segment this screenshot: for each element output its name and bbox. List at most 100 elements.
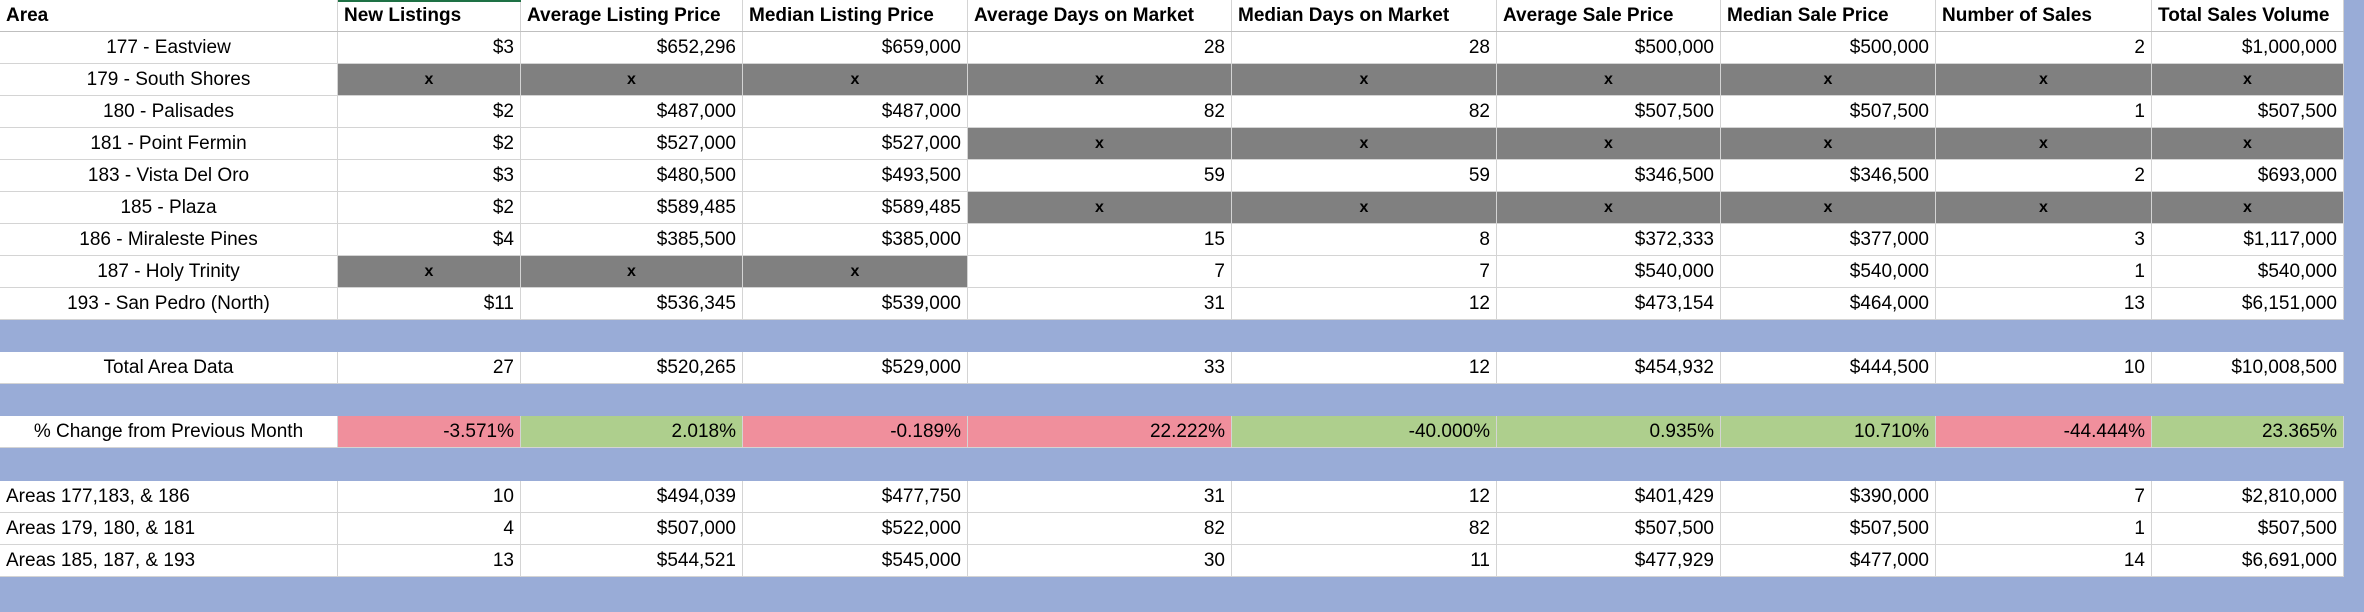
no-data-cell[interactable]: x [968, 64, 1232, 96]
column-header[interactable]: Median Sale Price [1721, 0, 1936, 32]
area-name-cell[interactable]: 186 - Miraleste Pines [0, 224, 338, 256]
value-cell[interactable]: 3 [1936, 224, 2152, 256]
value-cell[interactable]: $2 [338, 128, 521, 160]
area-name-cell[interactable]: 181 - Point Fermin [0, 128, 338, 160]
no-data-cell[interactable]: x [2152, 192, 2344, 224]
value-cell[interactable]: $464,000 [1721, 288, 1936, 320]
total-label-cell[interactable]: Total Area Data [0, 352, 338, 384]
value-cell[interactable]: $500,000 [1721, 32, 1936, 64]
group-value-cell[interactable]: $2,810,000 [2152, 481, 2344, 513]
value-cell[interactable]: $6,151,000 [2152, 288, 2344, 320]
group-value-cell[interactable]: $545,000 [743, 545, 968, 577]
value-cell[interactable]: $480,500 [521, 160, 743, 192]
value-cell[interactable]: 15 [968, 224, 1232, 256]
column-header[interactable]: Median Days on Market [1232, 0, 1497, 32]
value-cell[interactable]: $473,154 [1497, 288, 1721, 320]
value-cell[interactable]: $487,000 [521, 96, 743, 128]
value-cell[interactable]: $507,500 [1497, 96, 1721, 128]
group-value-cell[interactable]: $477,000 [1721, 545, 1936, 577]
no-data-cell[interactable]: x [968, 128, 1232, 160]
change-value-cell[interactable]: -40.000% [1232, 416, 1497, 448]
no-data-cell[interactable]: x [1497, 128, 1721, 160]
total-value-cell[interactable]: 33 [968, 352, 1232, 384]
value-cell[interactable]: $693,000 [2152, 160, 2344, 192]
column-header[interactable]: Number of Sales [1936, 0, 2152, 32]
value-cell[interactable]: $527,000 [521, 128, 743, 160]
value-cell[interactable]: 13 [1936, 288, 2152, 320]
total-value-cell[interactable]: $444,500 [1721, 352, 1936, 384]
column-header[interactable]: Average Days on Market [968, 0, 1232, 32]
value-cell[interactable]: $527,000 [743, 128, 968, 160]
value-cell[interactable]: $540,000 [1497, 256, 1721, 288]
no-data-cell[interactable]: x [1721, 192, 1936, 224]
no-data-cell[interactable]: x [743, 64, 968, 96]
group-value-cell[interactable]: $507,500 [1721, 513, 1936, 545]
group-value-cell[interactable]: 11 [1232, 545, 1497, 577]
group-value-cell[interactable]: 10 [338, 481, 521, 513]
no-data-cell[interactable]: x [1232, 64, 1497, 96]
value-cell[interactable]: 7 [968, 256, 1232, 288]
change-value-cell[interactable]: 23.365% [2152, 416, 2344, 448]
no-data-cell[interactable]: x [1721, 128, 1936, 160]
change-label-cell[interactable]: % Change from Previous Month [0, 416, 338, 448]
group-value-cell[interactable]: $507,000 [521, 513, 743, 545]
group-value-cell[interactable]: $390,000 [1721, 481, 1936, 513]
value-cell[interactable]: $3 [338, 160, 521, 192]
area-name-cell[interactable]: 180 - Palisades [0, 96, 338, 128]
column-header[interactable]: Median Listing Price [743, 0, 968, 32]
value-cell[interactable]: $487,000 [743, 96, 968, 128]
no-data-cell[interactable]: x [1232, 128, 1497, 160]
value-cell[interactable]: $536,345 [521, 288, 743, 320]
value-cell[interactable]: $11 [338, 288, 521, 320]
no-data-cell[interactable]: x [1721, 64, 1936, 96]
group-value-cell[interactable]: 13 [338, 545, 521, 577]
value-cell[interactable]: $540,000 [1721, 256, 1936, 288]
area-name-cell[interactable]: 179 - South Shores [0, 64, 338, 96]
value-cell[interactable]: $1,000,000 [2152, 32, 2344, 64]
value-cell[interactable]: $1,117,000 [2152, 224, 2344, 256]
group-value-cell[interactable]: 12 [1232, 481, 1497, 513]
group-label-cell[interactable]: Areas 185, 187, & 193 [0, 545, 338, 577]
value-cell[interactable]: $652,296 [521, 32, 743, 64]
group-value-cell[interactable]: $507,500 [1497, 513, 1721, 545]
value-cell[interactable]: $493,500 [743, 160, 968, 192]
value-cell[interactable]: 1 [1936, 256, 2152, 288]
group-value-cell[interactable]: $477,929 [1497, 545, 1721, 577]
group-value-cell[interactable]: $477,750 [743, 481, 968, 513]
value-cell[interactable]: 12 [1232, 288, 1497, 320]
group-value-cell[interactable]: 31 [968, 481, 1232, 513]
value-cell[interactable]: $589,485 [521, 192, 743, 224]
group-label-cell[interactable]: Areas 179, 180, & 181 [0, 513, 338, 545]
group-value-cell[interactable]: 82 [1232, 513, 1497, 545]
value-cell[interactable]: $3 [338, 32, 521, 64]
value-cell[interactable]: 82 [968, 96, 1232, 128]
change-value-cell[interactable]: 10.710% [1721, 416, 1936, 448]
area-name-cell[interactable]: 177 - Eastview [0, 32, 338, 64]
group-value-cell[interactable]: $6,691,000 [2152, 545, 2344, 577]
value-cell[interactable]: $507,500 [2152, 96, 2344, 128]
value-cell[interactable]: 28 [1232, 32, 1497, 64]
value-cell[interactable]: $659,000 [743, 32, 968, 64]
no-data-cell[interactable]: x [743, 256, 968, 288]
total-value-cell[interactable]: 27 [338, 352, 521, 384]
change-value-cell[interactable]: 0.935% [1497, 416, 1721, 448]
no-data-cell[interactable]: x [1936, 128, 2152, 160]
value-cell[interactable]: $539,000 [743, 288, 968, 320]
total-value-cell[interactable]: 10 [1936, 352, 2152, 384]
no-data-cell[interactable]: x [968, 192, 1232, 224]
value-cell[interactable]: $346,500 [1497, 160, 1721, 192]
value-cell[interactable]: 1 [1936, 96, 2152, 128]
group-value-cell[interactable]: $507,500 [2152, 513, 2344, 545]
total-value-cell[interactable]: $520,265 [521, 352, 743, 384]
no-data-cell[interactable]: x [1232, 192, 1497, 224]
change-value-cell[interactable]: -44.444% [1936, 416, 2152, 448]
no-data-cell[interactable]: x [1497, 64, 1721, 96]
group-value-cell[interactable]: 4 [338, 513, 521, 545]
value-cell[interactable]: $500,000 [1497, 32, 1721, 64]
column-header[interactable]: Total Sales Volume [2152, 0, 2344, 32]
area-name-cell[interactable]: 187 - Holy Trinity [0, 256, 338, 288]
no-data-cell[interactable]: x [338, 256, 521, 288]
no-data-cell[interactable]: x [2152, 128, 2344, 160]
no-data-cell[interactable]: x [1497, 192, 1721, 224]
column-header[interactable]: Average Listing Price [521, 0, 743, 32]
